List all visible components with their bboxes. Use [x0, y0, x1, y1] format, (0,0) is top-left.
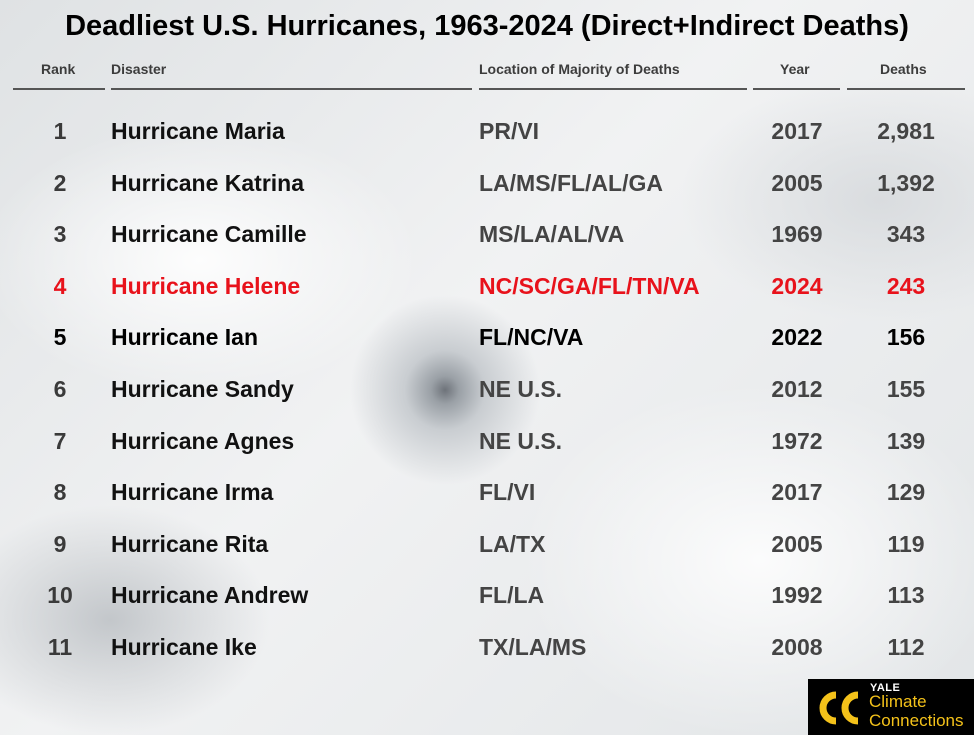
cell-rank: 11	[47, 634, 73, 660]
cell-rank: 6	[53, 376, 67, 402]
cell-rank: 10	[47, 582, 73, 609]
table-row: 6 Hurricane Sandy NE U.S. 2012 155	[0, 369, 974, 409]
cell-deaths: 139	[886, 427, 926, 454]
cell-year: 1992	[771, 582, 823, 609]
cell-location: MS/LA/AL/VA	[479, 221, 625, 248]
cell-disaster: Hurricane Agnes	[111, 427, 295, 454]
cell-deaths: 2,981	[877, 118, 935, 144]
cell-disaster: Hurricane Camille	[111, 221, 307, 248]
cell-disaster: Hurricane Rita	[111, 530, 269, 557]
logo-line-yale: YALE	[870, 682, 901, 694]
cell-disaster: Hurricane Katrina	[111, 169, 305, 196]
cc-logo-icon	[819, 691, 859, 725]
cell-rank: 5	[53, 324, 67, 351]
header-rule-rank	[13, 88, 105, 90]
cell-disaster: Hurricane Irma	[111, 479, 274, 506]
logo-line-connections: Connections	[869, 711, 964, 730]
cell-deaths: 156	[886, 324, 926, 351]
cell-location: LA/TX	[479, 530, 546, 557]
cell-year: 1972	[771, 427, 823, 454]
cell-location: FL/NC/VA	[479, 324, 584, 351]
header-rule-deaths	[847, 88, 965, 90]
cell-rank: 3	[53, 221, 67, 248]
cell-deaths: 119	[887, 530, 925, 557]
cell-location: FL/LA	[479, 582, 545, 609]
header-disaster: Disaster	[111, 61, 167, 77]
header-location: Location of Majority of Deaths	[479, 61, 680, 77]
cell-location: NC/SC/GA/FL/TN/VA	[479, 272, 700, 299]
cell-rank: 1	[53, 118, 67, 144]
table-row: 8 Hurricane Irma FL/VI 2017 129	[0, 472, 974, 512]
cell-deaths: 129	[886, 479, 926, 506]
cell-location: LA/MS/FL/AL/GA	[479, 169, 663, 196]
cell-rank: 9	[53, 530, 67, 557]
cell-deaths: 112	[887, 634, 925, 660]
cell-rank: 8	[53, 479, 67, 506]
table-row: 1 Hurricane Maria PR/VI 2017 2,981	[0, 111, 974, 151]
cell-location: NE U.S.	[479, 376, 563, 402]
cell-year: 2005	[771, 169, 823, 196]
table-row: 10 Hurricane Andrew FL/LA 1992 113	[0, 575, 974, 615]
table-row: 9 Hurricane Rita LA/TX 2005 119	[0, 524, 974, 564]
cell-disaster: Hurricane Maria	[111, 118, 285, 144]
cell-rank: 2	[53, 169, 67, 196]
cell-disaster: Hurricane Ian	[111, 324, 258, 351]
cell-year: 2012	[771, 376, 823, 402]
table-row: 11 Hurricane Ike TX/LA/MS 2008 112	[0, 627, 974, 667]
cell-year: 2005	[771, 530, 823, 557]
cell-disaster: Hurricane Helene	[111, 272, 301, 299]
cell-location: TX/LA/MS	[479, 634, 587, 660]
cell-deaths: 343	[886, 221, 926, 248]
chart-title: Deadliest U.S. Hurricanes, 1963-2024 (Di…	[65, 10, 909, 42]
cell-rank: 4	[53, 272, 67, 299]
table-row: 5 Hurricane Ian FL/NC/VA 2022 156	[0, 317, 974, 357]
cell-deaths: 1,392	[877, 169, 935, 196]
table-row: 4 Hurricane Helene NC/SC/GA/FL/TN/VA 2024 24…	[0, 266, 974, 306]
cell-deaths: 155	[886, 376, 926, 402]
table-row: 2 Hurricane Katrina LA/MS/FL/AL/GA 2005 1,39…	[0, 163, 974, 203]
cell-rank: 7	[53, 427, 67, 454]
cell-year: 2022	[771, 324, 823, 351]
header-rule-disaster	[111, 88, 472, 90]
header-rule-location	[479, 88, 747, 90]
cell-location: FL/VI	[479, 479, 536, 506]
cell-year: 2017	[771, 118, 823, 144]
header-year: Year	[780, 61, 810, 77]
cell-location: NE U.S.	[479, 427, 563, 454]
table-row: 3 Hurricane Camille MS/LA/AL/VA 1969 343	[0, 214, 974, 254]
yale-climate-connections-logo: YALE Climate Connections	[808, 679, 974, 735]
cell-disaster: Hurricane Ike	[111, 634, 257, 660]
cell-year: 2008	[771, 634, 823, 660]
logo-line-climate: Climate	[869, 692, 927, 711]
cell-disaster: Hurricane Andrew	[111, 582, 309, 609]
cell-year: 2024	[771, 272, 823, 299]
cell-location: PR/VI	[479, 118, 540, 144]
cell-year: 1969	[771, 221, 823, 248]
header-rule-year	[753, 88, 840, 90]
header-rank: Rank	[41, 61, 76, 77]
cell-deaths: 243	[886, 272, 926, 299]
table-row: 7 Hurricane Agnes NE U.S. 1972 139	[0, 421, 974, 461]
header-deaths: Deaths	[880, 61, 927, 77]
cell-disaster: Hurricane Sandy	[111, 376, 294, 402]
cell-year: 2017	[771, 479, 823, 506]
cell-deaths: 113	[887, 582, 925, 609]
